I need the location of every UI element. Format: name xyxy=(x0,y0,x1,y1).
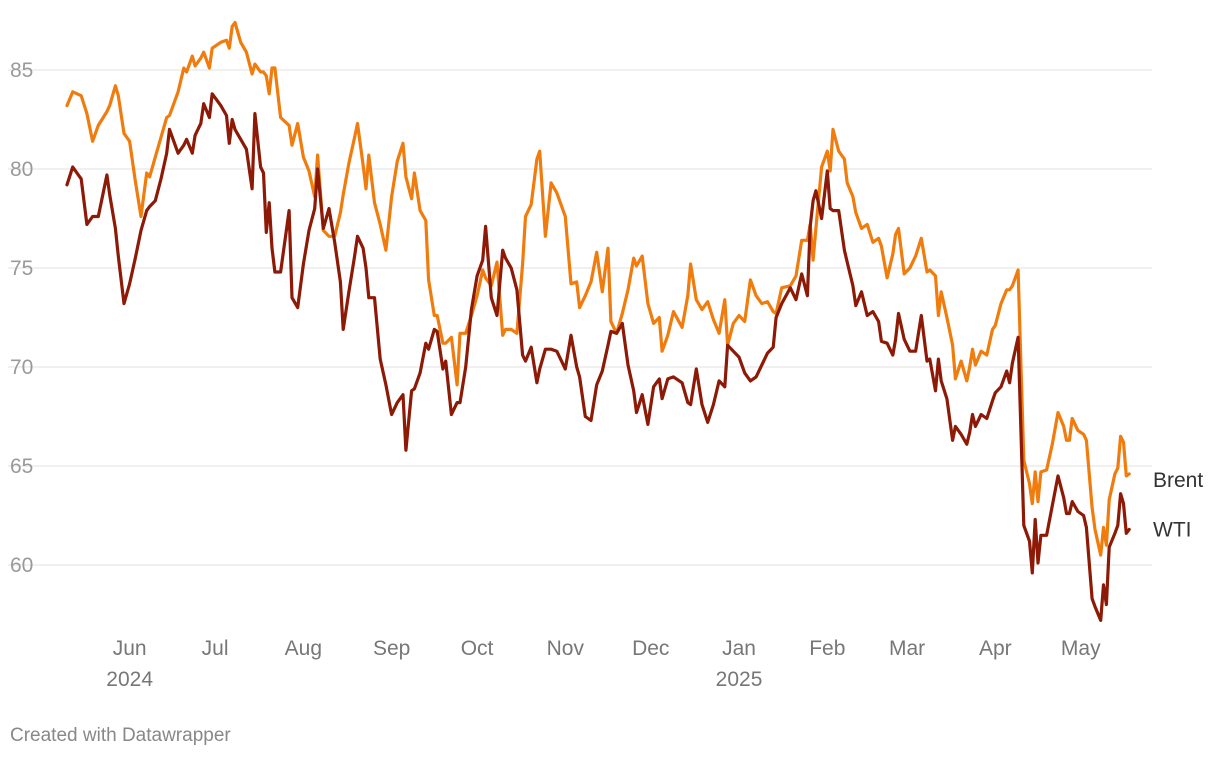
series-label-wti: WTI xyxy=(1153,518,1191,541)
x-tick-year-label: 2024 xyxy=(106,668,153,691)
x-tick-label: Nov xyxy=(547,637,585,660)
series-lines xyxy=(65,20,1131,622)
x-tick-label: Jun xyxy=(113,637,147,660)
x-tick-label: Mar xyxy=(889,637,925,660)
y-tick-label: 65 xyxy=(10,455,33,478)
x-tick-label: Aug xyxy=(285,637,322,660)
x-tick-label: Sep xyxy=(373,637,410,660)
series-label-brent: Brent xyxy=(1153,469,1203,492)
y-gridlines xyxy=(8,69,1152,566)
series-line-wti xyxy=(65,92,1131,622)
x-tick-label: Oct xyxy=(461,637,494,660)
x-tick-label: Jul xyxy=(202,637,229,660)
x-axis-tick-labels: Jun 2024 Jul Aug Sep Oct Nov Dec Jan 2025 Feb Mar Ap… xyxy=(106,637,1101,691)
x-tick-year-label: 2025 xyxy=(716,668,763,691)
y-tick-label: 75 xyxy=(10,257,33,280)
y-tick-label: 70 xyxy=(10,356,33,379)
x-tick-label: Apr xyxy=(979,637,1012,660)
y-axis-tick-labels: 60 65 70 75 80 85 xyxy=(10,59,33,577)
x-tick-label: Jan xyxy=(722,637,756,660)
y-tick-label: 85 xyxy=(10,59,33,82)
series-labels: Brent WTI xyxy=(1153,469,1203,541)
series-line-brent xyxy=(65,20,1131,557)
x-tick-label: May xyxy=(1061,637,1101,660)
y-tick-label: 80 xyxy=(10,158,33,181)
y-tick-label: 60 xyxy=(10,554,33,577)
x-tick-label: Dec xyxy=(632,637,669,660)
x-tick-label: Feb xyxy=(809,637,845,660)
credit-note: Created with Datawrapper xyxy=(10,725,231,746)
